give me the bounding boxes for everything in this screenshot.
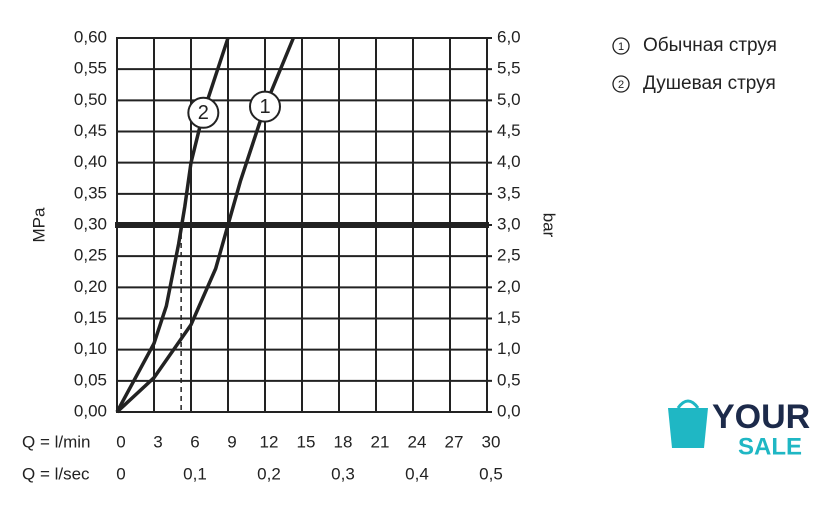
y2-tick-label: 0,0 (497, 401, 521, 420)
legend-marker-label: 1 (618, 41, 624, 53)
y2-tick-label: 2,5 (497, 246, 521, 265)
x2-tick-label: 0,3 (331, 464, 355, 483)
y2-tick-label: 5,0 (497, 90, 521, 109)
legend-marker-label: 2 (618, 79, 624, 91)
y2-tick-label: 3,0 (497, 214, 521, 233)
y-axis-title: MPa (29, 207, 48, 243)
y-tick-label: 0,30 (74, 214, 107, 233)
x-tick-label: 30 (482, 432, 501, 451)
x2-tick-label: 0,1 (183, 464, 207, 483)
x-tick-label: 0 (116, 432, 125, 451)
x-axis-title: Q = l/min (22, 432, 91, 451)
y-tick-label: 0,00 (74, 401, 107, 420)
legend-label: Обычная струя (643, 35, 777, 56)
series-marker-circle (249, 90, 281, 123)
x-tick-label: 3 (153, 432, 162, 451)
y2-tick-label: 1,5 (497, 308, 521, 327)
y-tick-label: 0,20 (74, 277, 107, 296)
y-tick-label: 0,15 (74, 308, 107, 327)
x-tick-label: 18 (334, 432, 353, 451)
x-tick-label: 27 (445, 432, 464, 451)
legend-marker (612, 37, 630, 55)
x-tick-label: 12 (260, 432, 279, 451)
y2-tick-label: 6,0 (497, 27, 521, 46)
y2-axis-title: bar (540, 213, 559, 238)
legend-label: Душевая струя (643, 73, 776, 94)
logo-word: SALE (738, 433, 802, 460)
y-tick-label: 0,35 (74, 183, 107, 202)
logo-word: YOUR (712, 398, 810, 436)
x2-tick-label: 0,4 (405, 464, 429, 483)
y2-tick-label: 0,5 (497, 370, 521, 389)
x2-tick-label: 0 (116, 464, 125, 483)
y-tick-label: 0,60 (74, 27, 107, 46)
y-tick-label: 0,05 (74, 370, 107, 389)
x-tick-label: 24 (408, 432, 427, 451)
x2-axis-title: Q = l/sec (22, 464, 90, 483)
plot-border (116, 37, 488, 413)
x-tick-label: 9 (227, 432, 236, 451)
y2-tick-label: 5,5 (497, 59, 521, 78)
logo-bag (668, 408, 708, 448)
y-tick-label: 0,55 (74, 59, 107, 78)
logo-handle (676, 399, 700, 409)
series-marker-circle (187, 96, 220, 129)
series-marker-label: 2 (198, 102, 209, 124)
watermark: YOUR SALE (668, 398, 810, 460)
y-tick-label: 0,45 (74, 121, 107, 140)
y-tick-label: 0,10 (74, 339, 107, 358)
y2-tick-label: 3,5 (497, 183, 521, 202)
y2-tick-label: 4,5 (497, 121, 521, 140)
y-tick-label: 0,50 (74, 90, 107, 109)
x2-tick-label: 0,5 (479, 464, 503, 483)
y-tick-label: 0,40 (74, 152, 107, 171)
y2-tick-label: 2,0 (497, 277, 521, 296)
y-tick-label: 0,25 (74, 246, 107, 265)
y2-tick-label: 1,0 (497, 339, 521, 358)
y2-tick-label: 4,0 (497, 152, 521, 171)
x-tick-label: 15 (297, 432, 316, 451)
x2-tick-label: 0,2 (257, 464, 281, 483)
x-tick-label: 6 (190, 432, 199, 451)
series-marker-label: 1 (259, 96, 270, 118)
legend-marker (612, 75, 630, 93)
x-tick-label: 21 (371, 432, 390, 451)
